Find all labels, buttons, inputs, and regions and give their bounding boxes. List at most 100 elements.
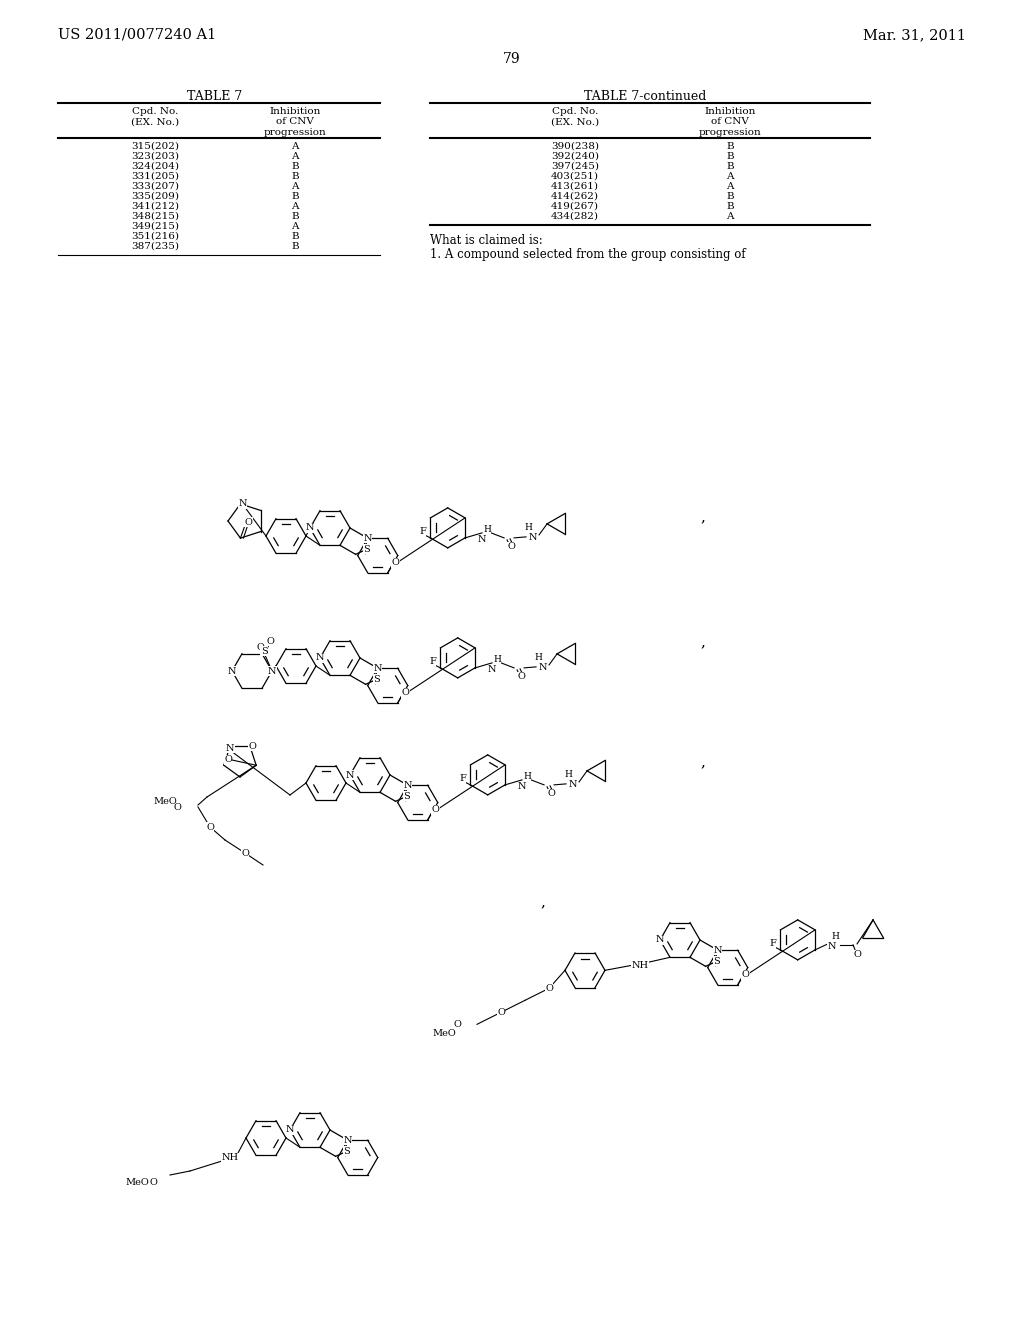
Text: S: S — [343, 1147, 350, 1156]
Text: 397(245): 397(245) — [551, 162, 599, 172]
Text: MeO: MeO — [432, 1030, 456, 1039]
Text: S: S — [403, 792, 411, 801]
Text: 414(262): 414(262) — [551, 191, 599, 201]
Text: O: O — [206, 822, 214, 832]
Text: B: B — [291, 213, 299, 220]
Text: N: N — [315, 653, 325, 663]
Text: What is claimed is:: What is claimed is: — [430, 234, 543, 247]
Text: 348(215): 348(215) — [131, 213, 179, 220]
Text: B: B — [291, 172, 299, 181]
Text: B: B — [726, 202, 734, 211]
Text: N: N — [714, 945, 722, 954]
Text: 79: 79 — [503, 51, 521, 66]
Text: 341(212): 341(212) — [131, 202, 179, 211]
Text: N: N — [346, 771, 354, 780]
Text: F: F — [419, 528, 426, 536]
Text: 387(235): 387(235) — [131, 242, 179, 251]
Text: O: O — [853, 950, 861, 960]
Text: H: H — [483, 525, 490, 535]
Text: B: B — [726, 162, 734, 172]
Text: A: A — [726, 213, 734, 220]
Text: B: B — [726, 191, 734, 201]
Text: N: N — [827, 942, 837, 952]
Text: B: B — [726, 143, 734, 150]
Text: MeO: MeO — [153, 797, 177, 807]
Text: O: O — [432, 805, 439, 814]
Text: B: B — [726, 152, 734, 161]
Text: N: N — [487, 665, 497, 675]
Text: N: N — [539, 664, 547, 672]
Text: O: O — [224, 755, 232, 764]
Text: 331(205): 331(205) — [131, 172, 179, 181]
Text: 403(251): 403(251) — [551, 172, 599, 181]
Text: O: O — [497, 1008, 505, 1016]
Text: H: H — [564, 771, 572, 779]
Text: TABLE 7: TABLE 7 — [187, 90, 243, 103]
Text: O: O — [392, 558, 399, 568]
Text: 333(207): 333(207) — [131, 182, 179, 191]
Text: 1. A compound selected from the group consisting of: 1. A compound selected from the group co… — [430, 248, 745, 261]
Text: N: N — [239, 499, 247, 508]
Text: N: N — [286, 1126, 294, 1134]
Text: 315(202): 315(202) — [131, 143, 179, 150]
Text: N: N — [478, 536, 486, 544]
Text: A: A — [291, 222, 299, 231]
Text: A: A — [726, 172, 734, 181]
Text: O: O — [248, 742, 256, 751]
Text: O: O — [507, 543, 515, 552]
Text: 419(267): 419(267) — [551, 202, 599, 211]
Text: Inhibition
of CNV
progression: Inhibition of CNV progression — [263, 107, 327, 137]
Text: B: B — [291, 232, 299, 242]
Text: S: S — [374, 675, 380, 684]
Text: A: A — [291, 202, 299, 211]
Text: O: O — [256, 644, 264, 652]
Text: MeO: MeO — [125, 1177, 148, 1187]
Text: N: N — [518, 783, 526, 792]
Text: TABLE 7-continued: TABLE 7-continued — [584, 90, 707, 103]
Text: N: N — [568, 780, 578, 789]
Text: 323(203): 323(203) — [131, 152, 179, 161]
Text: B: B — [291, 242, 299, 251]
Text: 349(215): 349(215) — [131, 222, 179, 231]
Text: O: O — [245, 517, 252, 527]
Text: Cpd. No.
(EX. No.): Cpd. No. (EX. No.) — [131, 107, 179, 127]
Text: S: S — [261, 647, 267, 656]
Text: N: N — [225, 743, 234, 752]
Text: B: B — [291, 162, 299, 172]
Text: N: N — [364, 533, 372, 543]
Text: N: N — [655, 936, 665, 945]
Text: H: H — [523, 772, 531, 781]
Text: A: A — [726, 182, 734, 191]
Text: Cpd. No.
(EX. No.): Cpd. No. (EX. No.) — [551, 107, 599, 127]
Text: F: F — [769, 940, 776, 948]
Text: US 2011/0077240 A1: US 2011/0077240 A1 — [58, 28, 216, 42]
Text: NH: NH — [632, 961, 648, 970]
Text: 324(204): 324(204) — [131, 162, 179, 172]
Text: ,: , — [540, 895, 545, 909]
Text: 392(240): 392(240) — [551, 152, 599, 161]
Text: B: B — [291, 191, 299, 201]
Text: ,: , — [700, 755, 705, 770]
Text: H: H — [524, 524, 532, 532]
Text: O: O — [401, 689, 410, 697]
Text: S: S — [364, 545, 371, 554]
Text: O: O — [266, 636, 274, 645]
Text: F: F — [429, 657, 436, 667]
Text: A: A — [291, 143, 299, 150]
Text: N: N — [403, 780, 412, 789]
Text: N: N — [374, 664, 382, 673]
Text: A: A — [291, 152, 299, 161]
Text: Mar. 31, 2011: Mar. 31, 2011 — [863, 28, 966, 42]
Text: 335(209): 335(209) — [131, 191, 179, 201]
Text: NH: NH — [221, 1154, 239, 1163]
Text: O: O — [517, 672, 525, 681]
Text: O: O — [545, 983, 553, 993]
Text: H: H — [494, 656, 501, 664]
Text: O: O — [150, 1177, 158, 1187]
Text: N: N — [343, 1135, 352, 1144]
Text: A: A — [291, 182, 299, 191]
Text: N: N — [306, 524, 314, 532]
Text: O: O — [741, 970, 750, 979]
Text: O: O — [173, 803, 181, 812]
Text: 390(238): 390(238) — [551, 143, 599, 150]
